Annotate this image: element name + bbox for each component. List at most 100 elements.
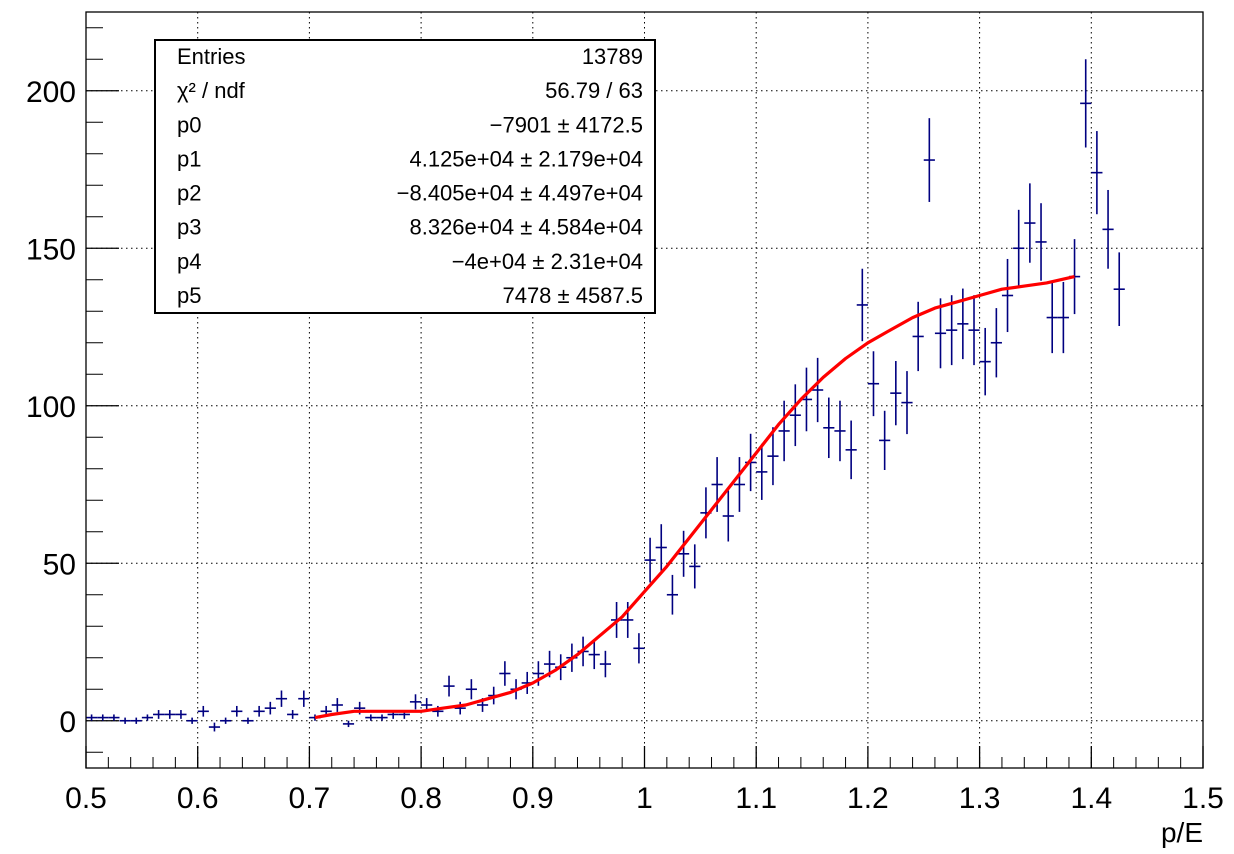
data-point <box>409 694 422 710</box>
data-point <box>845 420 857 480</box>
stats-value: −7901 ± 4172.5 <box>490 112 643 137</box>
stats-label: p1 <box>177 146 201 171</box>
data-point <box>208 722 221 732</box>
data-point <box>901 371 913 435</box>
data-point <box>108 714 120 721</box>
data-point <box>141 714 154 721</box>
stats-value: 56.79 / 63 <box>545 78 643 103</box>
data-points <box>86 59 1125 732</box>
stats-box-rows: Entries 13789 χ² / ndf 56.79 / 63 p0 −7901 ± … <box>177 44 643 308</box>
data-point <box>834 400 846 462</box>
data-point <box>979 327 991 396</box>
data-point <box>376 714 388 721</box>
stats-label: χ² / ndf <box>177 78 246 103</box>
y-tick-label: 200 <box>26 76 76 109</box>
data-point <box>733 457 746 512</box>
data-point <box>1001 258 1014 333</box>
data-point <box>220 717 232 724</box>
data-point <box>454 701 466 715</box>
data-point <box>588 640 600 670</box>
data-point <box>823 397 835 459</box>
data-point <box>253 705 265 717</box>
x-tick-label: 0.7 <box>289 782 331 815</box>
x-tick-label: 1.1 <box>735 782 777 815</box>
data-point <box>946 295 958 366</box>
data-point <box>1013 209 1025 287</box>
data-point <box>499 661 511 686</box>
data-point <box>622 601 634 638</box>
data-point <box>644 537 656 583</box>
data-point <box>119 717 131 724</box>
stats-value: 4.125e+04 ± 2.179e+04 <box>409 146 643 171</box>
data-point <box>934 298 947 369</box>
stats-label: p3 <box>177 215 201 240</box>
data-point <box>1024 183 1036 263</box>
data-point <box>164 710 176 719</box>
data-point <box>633 633 645 664</box>
data-point <box>342 720 355 728</box>
x-tick-label: 1 <box>636 782 653 815</box>
data-point <box>175 710 187 719</box>
y-tick-label: 150 <box>26 233 76 266</box>
data-point <box>789 384 801 447</box>
y-tick-label: 100 <box>26 391 76 424</box>
stats-box: Entries 13789 χ² / ndf 56.79 / 63 p0 −7901 ± … <box>154 39 656 314</box>
x-tick-label: 0.9 <box>512 782 554 815</box>
x-tick-label: 1.3 <box>959 782 1001 815</box>
stats-box-frame <box>154 39 656 314</box>
data-point <box>912 301 924 372</box>
data-point <box>97 714 109 721</box>
data-point <box>1046 281 1058 354</box>
data-point <box>879 410 891 471</box>
data-point <box>298 690 310 707</box>
y-tick-label: 0 <box>59 706 76 739</box>
data-point <box>197 705 209 717</box>
data-point <box>689 544 701 589</box>
data-point <box>186 717 198 724</box>
x-tick-label: 0.8 <box>400 782 442 815</box>
stats-label: p4 <box>177 249 201 274</box>
y-tick-label: 50 <box>43 548 76 581</box>
x-tick-label: 1.2 <box>847 782 889 815</box>
data-point <box>287 710 299 719</box>
stats-label: p5 <box>177 283 201 308</box>
data-point <box>756 443 768 500</box>
data-point <box>812 357 824 423</box>
stats-label: p2 <box>177 181 201 206</box>
x-tick-label: 0.5 <box>65 782 107 815</box>
data-point <box>275 690 288 707</box>
x-tick-label: 0.6 <box>177 782 219 815</box>
data-point <box>1080 59 1092 148</box>
data-point <box>1091 131 1103 215</box>
data-point <box>666 574 679 615</box>
x-axis-title: p/E <box>1161 817 1203 848</box>
data-point <box>923 118 935 202</box>
data-point <box>1035 203 1047 281</box>
stats-value: 13789 <box>582 44 643 69</box>
data-point <box>365 714 377 721</box>
data-point <box>968 295 980 366</box>
data-point <box>443 675 455 697</box>
data-point <box>242 717 254 724</box>
data-point <box>867 351 880 417</box>
plot-frame <box>85 11 1204 769</box>
data-point <box>1113 252 1125 327</box>
data-point <box>331 698 343 712</box>
data-point <box>890 361 902 426</box>
data-point <box>231 705 243 717</box>
data-point <box>130 717 142 724</box>
data-point <box>1102 189 1114 269</box>
data-point <box>990 308 1002 378</box>
fit-curve <box>314 275 1075 720</box>
stats-label: Entries <box>177 44 245 69</box>
data-point <box>778 400 790 462</box>
data-point <box>599 650 611 678</box>
data-point <box>1057 281 1069 354</box>
data-point <box>856 268 868 342</box>
stats-value: −4e+04 ± 2.31e+04 <box>452 249 643 274</box>
stats-value: 8.326e+04 ± 4.584e+04 <box>409 215 643 240</box>
data-point <box>678 530 690 577</box>
axis-tick-labels: 0.5 0.6 0.7 0.8 0.9 1 1.1 1.2 1.3 1.4 1.5 0 50 100 150… <box>26 76 1224 815</box>
data-point <box>264 701 276 715</box>
